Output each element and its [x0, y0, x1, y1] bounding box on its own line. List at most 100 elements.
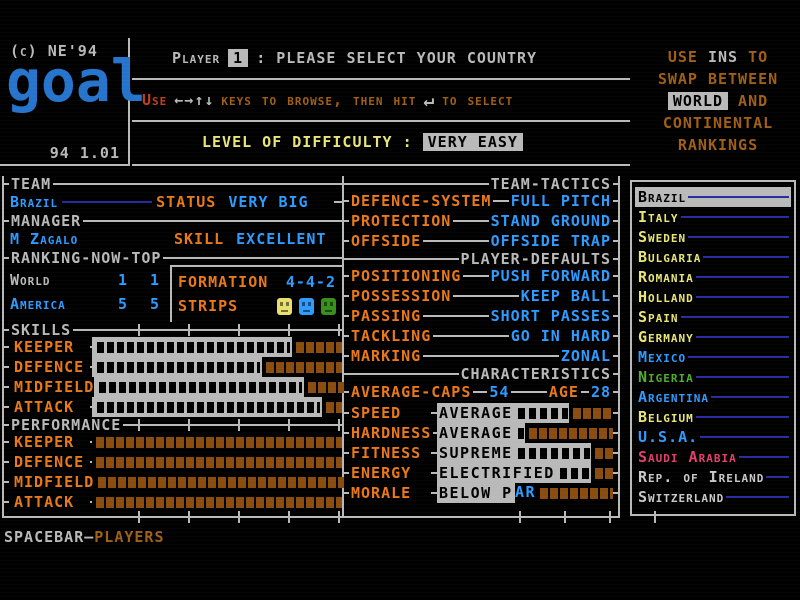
country-name: Romania: [638, 268, 694, 286]
characteristic-value: AVERAGE: [439, 404, 513, 422]
stat-bar-row: DEFENCE: [4, 452, 342, 472]
stat-bar-label: MIDFIELD: [14, 378, 95, 396]
tactic-row: POSITIONING PUSH FORWARD: [344, 266, 618, 286]
country-row[interactable]: Belgium: [635, 407, 791, 427]
manager-name: M Zagalo: [10, 230, 79, 248]
header-divider2: [132, 120, 630, 122]
stat-bar-empty: [92, 452, 342, 472]
country-row[interactable]: Italy: [635, 207, 791, 227]
section-team: TEAM: [4, 175, 342, 193]
characteristic-bar-filled: ELECTRIFIED: [437, 463, 591, 483]
country-name: Argentina: [638, 388, 710, 406]
tactic-value[interactable]: SHORT PASSES: [490, 307, 611, 325]
country-row[interactable]: Saudi Arabia: [635, 447, 791, 467]
country-row[interactable]: Holland: [635, 287, 791, 307]
characteristic-bar-filled: AVERAGE: [437, 423, 525, 443]
footer-dash: —: [84, 528, 95, 546]
country-list: Brazil Italy Sweden Bulgaria Romania Holland S…: [635, 187, 791, 507]
tactic-row: DEFENCE-SYSTEM FULL PITCH: [344, 191, 618, 211]
ins-key-label: INS: [707, 48, 739, 66]
ranking-now-value: 5: [117, 295, 128, 313]
stat-bar-label: DEFENCE: [14, 453, 85, 471]
note-to: TO: [748, 48, 769, 66]
stat-bar-row: DEFENCE: [4, 357, 342, 377]
stat-bar-filled: [92, 357, 262, 377]
difficulty-value[interactable]: VERY EASY: [422, 133, 523, 151]
country-name: U.S.A.: [638, 428, 699, 446]
stat-bar-row: MIDFIELD: [4, 377, 345, 397]
country-row[interactable]: Argentina: [635, 387, 791, 407]
characteristic-value: ELECTRIFIED: [439, 464, 555, 482]
team-name-row: Brazil STATUS VERY BIG: [4, 191, 342, 213]
note-and: AND: [738, 92, 769, 110]
characteristic-row: MORALE BELOW P AR: [344, 483, 618, 503]
ranking-row: America 5 5: [4, 292, 170, 316]
tactic-label: TACKLING: [351, 327, 432, 345]
logo-box: (c) NE'94 goal 94 1.01: [0, 38, 146, 166]
tactic-value[interactable]: STAND GROUND: [490, 212, 611, 230]
stat-bar-label: DEFENCE: [14, 358, 85, 376]
strip-jersey-icon: [299, 297, 314, 315]
formation-value: 4-4-2: [285, 273, 336, 291]
player-label: Player: [172, 49, 221, 67]
stat-bar: [94, 377, 345, 397]
tactic-value[interactable]: ZONAL: [560, 347, 611, 365]
skill-value: EXCELLENT: [236, 230, 327, 248]
characteristic-bar-empty: [525, 423, 613, 443]
stat-bar-empty: [92, 492, 342, 512]
section-manager: MANAGER: [4, 212, 342, 230]
header-divider: [132, 78, 630, 80]
tactic-value[interactable]: FULL PITCH: [510, 192, 611, 210]
country-row[interactable]: Nigeria: [635, 367, 791, 387]
characteristic-row: HARDNESS AVERAGE: [344, 423, 618, 443]
strip-jersey-icon: [277, 297, 292, 315]
tactic-value[interactable]: PUSH FORWARD: [490, 267, 611, 285]
caps-age-row: AVERAGE-CAPS 54 AGE 28: [344, 381, 618, 403]
note-line1: USE INS TO: [638, 46, 798, 68]
country-row[interactable]: Romania: [635, 267, 791, 287]
characteristic-value: BELOW P: [439, 484, 513, 502]
ranking-region-label: World: [10, 271, 51, 289]
country-row[interactable]: Sweden: [635, 227, 791, 247]
instr-mid: keys to browse, then hit: [221, 91, 417, 109]
country-row[interactable]: Bulgaria: [635, 247, 791, 267]
formation-label: FORMATION: [178, 273, 269, 291]
tactic-row: MARKING ZONAL: [344, 346, 618, 366]
tactic-label: PASSING: [351, 307, 422, 325]
status-label: STATUS: [156, 193, 217, 211]
characteristic-bar-filled: BELOW P: [437, 483, 515, 503]
enter-key-icon: ↵: [423, 89, 436, 111]
tactic-value[interactable]: GO IN HARD: [510, 327, 611, 345]
stat-bar-label: MIDFIELD: [14, 473, 95, 491]
tactic-label: PROTECTION: [351, 212, 452, 230]
world-ranking-badge[interactable]: WORLD: [667, 92, 729, 110]
country-row[interactable]: Brazil: [635, 187, 791, 207]
country-row[interactable]: Germany: [635, 327, 791, 347]
country-name: Sweden: [638, 228, 687, 246]
stat-bar-empty: [292, 337, 342, 357]
country-row[interactable]: U.S.A.: [635, 427, 791, 447]
goal-logo: goal: [6, 47, 146, 115]
stat-bar-label: KEEPER: [14, 338, 75, 356]
tactic-row: PASSING SHORT PASSES: [344, 306, 618, 326]
country-name: Brazil: [638, 188, 687, 206]
players-link[interactable]: PLAYERS: [94, 528, 165, 546]
tactic-value[interactable]: KEEP BALL: [520, 287, 611, 305]
stat-bar-row: ATTACK: [4, 492, 342, 512]
char-ruler-ticks: [476, 511, 656, 523]
country-row[interactable]: Mexico: [635, 347, 791, 367]
country-row[interactable]: Switzerland: [635, 487, 791, 507]
player-prompt-row: Player 1 : PLEASE SELECT YOUR COUNTRY: [132, 38, 630, 78]
country-name: Bulgaria: [638, 248, 702, 266]
characteristic-bar-filled: SUPREME: [437, 443, 591, 463]
country-name: Switzerland: [638, 488, 725, 506]
country-row[interactable]: Rep. of Ireland: [635, 467, 791, 487]
ranking-region-label: America: [10, 295, 66, 313]
country-name: Saudi Arabia: [638, 448, 737, 466]
section-skills: SKILLS: [4, 321, 344, 339]
tactic-value[interactable]: OFFSIDE TRAP: [490, 232, 611, 250]
section-performance: PERFORMANCE: [4, 416, 344, 434]
characteristic-bar: BELOW P AR: [437, 483, 613, 503]
country-row[interactable]: Spain: [635, 307, 791, 327]
